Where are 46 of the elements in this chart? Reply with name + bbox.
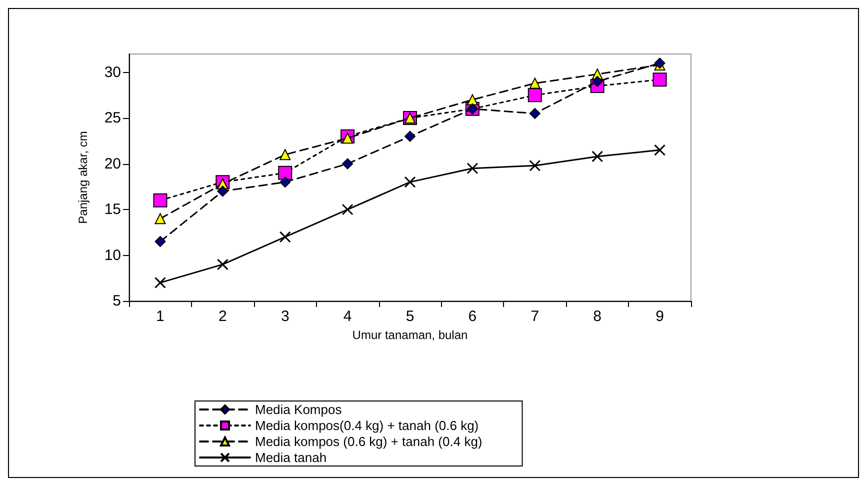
point bbox=[592, 150, 604, 162]
point bbox=[529, 108, 540, 119]
point bbox=[529, 160, 541, 172]
x-tick-label: 3 bbox=[280, 308, 290, 325]
point bbox=[217, 186, 228, 197]
x-tick-label: 8 bbox=[593, 308, 602, 325]
x-tick-label: 4 bbox=[343, 308, 352, 325]
legend-label: Media tanah bbox=[255, 450, 327, 465]
x-tick-label: 9 bbox=[656, 308, 664, 325]
legend-label: Media kompos (0.6 kg) + tanah (0.4 kg) bbox=[255, 434, 482, 449]
point bbox=[154, 213, 166, 224]
x-tick-label: 6 bbox=[468, 308, 477, 325]
point bbox=[404, 176, 416, 188]
y-tick-label: 30 bbox=[104, 64, 121, 81]
point bbox=[466, 94, 478, 106]
point bbox=[652, 72, 667, 87]
point bbox=[404, 130, 416, 142]
point bbox=[529, 78, 540, 89]
point bbox=[154, 236, 166, 248]
point bbox=[154, 276, 166, 288]
x-tick-label: 1 bbox=[156, 308, 164, 325]
point bbox=[278, 166, 292, 180]
y-tick-label: 10 bbox=[104, 246, 121, 264]
point bbox=[279, 231, 291, 243]
point bbox=[153, 193, 168, 208]
x-tick-label: 5 bbox=[406, 308, 414, 325]
legend-label: Media kompos(0.4 kg) + tanah (0.6 kg) bbox=[255, 418, 479, 433]
point bbox=[528, 88, 542, 102]
point bbox=[654, 144, 666, 156]
point bbox=[342, 158, 354, 170]
point bbox=[280, 149, 291, 160]
y-tick-label: 20 bbox=[104, 155, 121, 172]
y-tick-label: 15 bbox=[104, 201, 121, 218]
point bbox=[466, 162, 478, 174]
point bbox=[280, 176, 291, 188]
x-tick-label: 7 bbox=[530, 308, 540, 325]
point bbox=[342, 204, 354, 216]
y-tick-label: 25 bbox=[104, 110, 121, 127]
x-axis-title: Umur tanaman, bulan bbox=[352, 328, 468, 342]
point bbox=[592, 76, 603, 87]
y-tick-label: 5 bbox=[112, 292, 121, 310]
point bbox=[342, 132, 354, 144]
point bbox=[216, 258, 228, 270]
x-tick-label: 2 bbox=[218, 308, 227, 325]
legend-label: Media Kompos bbox=[255, 402, 342, 417]
y-axis-title: Panjang akar, cm bbox=[76, 131, 90, 224]
